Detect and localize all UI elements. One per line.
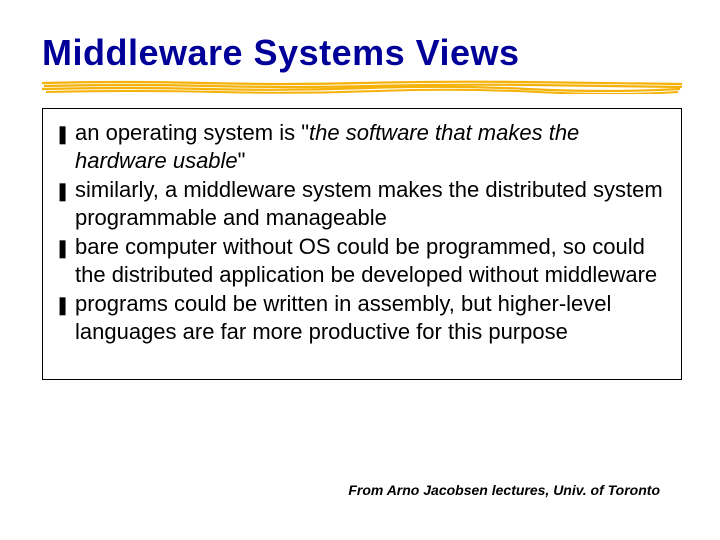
bullet-icon: ❚ [55,237,75,260]
bullet-item: ❚ programs could be written in assembly,… [55,290,669,345]
content-box: ❚ an operating system is "the software t… [42,108,682,380]
bullet-icon: ❚ [55,294,75,317]
bullet-text: an operating system is "the software tha… [75,119,669,174]
bullet-item: ❚ an operating system is "the software t… [55,119,669,174]
slide: Middleware Systems Views ❚ an operating … [0,0,720,540]
slide-title: Middleware Systems Views [42,32,678,74]
bullet-icon: ❚ [55,180,75,203]
bullet-item: ❚ bare computer without OS could be prog… [55,233,669,288]
bullet-text: bare computer without OS could be progra… [75,233,669,288]
bullet-text: similarly, a middleware system makes the… [75,176,669,231]
bullet-item: ❚ similarly, a middleware system makes t… [55,176,669,231]
bullet-text: programs could be written in assembly, b… [75,290,669,345]
title-underline [42,80,682,94]
bullet-icon: ❚ [55,123,75,146]
footer-credit: From Arno Jacobsen lectures, Univ. of To… [348,482,660,498]
